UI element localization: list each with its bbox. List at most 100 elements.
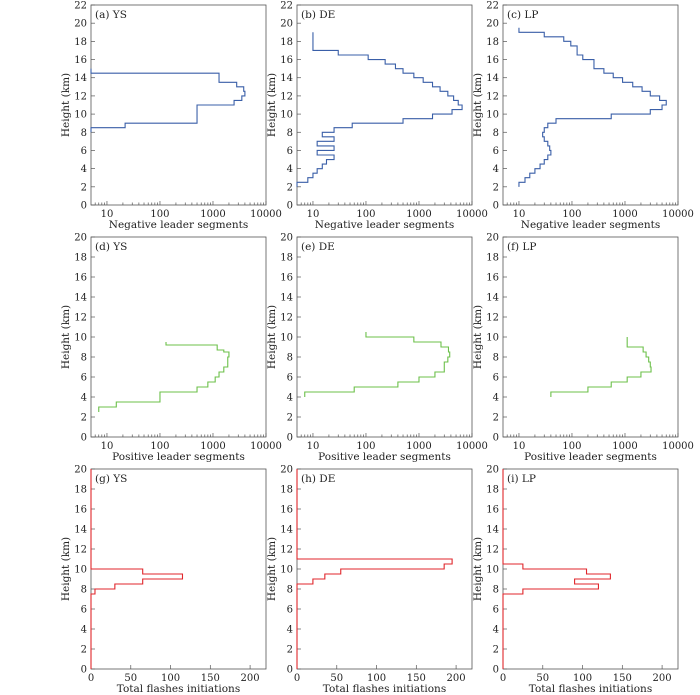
- x-tick-label: 10000: [250, 441, 282, 452]
- y-tick-label: 10: [486, 333, 499, 344]
- y-tick-label: 16: [280, 505, 293, 516]
- panel-label: (e) DE: [301, 241, 335, 253]
- y-tick-label: 20: [74, 19, 87, 30]
- y-tick-label: 12: [74, 91, 87, 102]
- y-axis-label: Height (km): [266, 305, 278, 369]
- y-tick-label: 0: [81, 201, 87, 212]
- y-tick-label: 2: [81, 413, 87, 424]
- x-tick-label: 100: [356, 441, 375, 452]
- y-tick-label: 16: [74, 273, 87, 284]
- x-tick-label: 50: [330, 673, 343, 684]
- y-axis-label: Height (km): [266, 537, 278, 601]
- profile-line-positive: [550, 337, 652, 397]
- y-tick-label: 22: [280, 1, 293, 12]
- x-tick-label: 200: [241, 673, 260, 684]
- panel-label: (i) LP: [507, 473, 536, 485]
- panel-label: (b) DE: [301, 9, 335, 21]
- x-tick-label: 10000: [662, 441, 694, 452]
- panel-label: (a) YS: [95, 9, 127, 21]
- y-tick-label: 20: [280, 465, 293, 476]
- y-tick-label: 22: [486, 1, 499, 12]
- y-tick-label: 8: [493, 353, 499, 364]
- x-tick-label: 200: [447, 673, 466, 684]
- y-tick-label: 0: [287, 665, 293, 676]
- y-tick-label: 20: [280, 233, 293, 244]
- y-tick-label: 0: [287, 201, 293, 212]
- y-tick-label: 10: [74, 565, 87, 576]
- y-axis-label: Height (km): [60, 305, 72, 369]
- y-tick-label: 18: [486, 253, 499, 264]
- x-axis-label: Positive leader segments: [318, 451, 451, 463]
- y-tick-label: 6: [287, 146, 293, 157]
- x-axis-label: Total flashes initiations: [529, 683, 652, 695]
- y-tick-label: 12: [486, 313, 499, 324]
- x-tick-label: 0: [294, 673, 300, 684]
- x-tick-label: 10000: [662, 209, 694, 220]
- x-tick-label: 100: [562, 441, 581, 452]
- y-tick-label: 12: [74, 545, 87, 556]
- x-tick-label: 1000: [612, 209, 637, 220]
- y-tick-label: 6: [287, 605, 293, 616]
- panel-label: (c) LP: [507, 9, 538, 21]
- y-tick-label: 16: [486, 55, 499, 66]
- y-axis-label: Height (km): [472, 73, 484, 137]
- y-tick-label: 12: [280, 545, 293, 556]
- y-tick-label: 2: [493, 645, 499, 656]
- y-tick-label: 16: [280, 273, 293, 284]
- panel-label: (d) YS: [95, 241, 127, 253]
- panel-5: 0 2 4 6 8 10 12 14 16 18 20 10 100 1000 10000 Positive …: [266, 233, 488, 464]
- x-tick-label: 1000: [612, 441, 637, 452]
- x-axis-label: Positive leader segments: [524, 451, 657, 463]
- y-tick-label: 20: [74, 233, 87, 244]
- y-tick-label: 18: [280, 253, 293, 264]
- panel-3: 0 2 4 6 8 10 12 14 16 18 20 22 10 100 1000 10000Negativ…: [472, 1, 694, 232]
- panel-1: 0 2 4 6 8 10 12 14 16 18 20 22 10 100 1000 10000Negativ…: [60, 1, 282, 232]
- y-tick-label: 2: [81, 182, 87, 193]
- x-tick-label: 10: [307, 441, 320, 452]
- profile-line-negative: [296, 32, 463, 187]
- x-tick-label: 50: [536, 673, 549, 684]
- y-tick-label: 4: [81, 164, 87, 175]
- profile-line-positive: [98, 342, 230, 412]
- y-tick-label: 0: [493, 201, 499, 212]
- y-tick-label: 4: [493, 625, 499, 636]
- y-tick-label: 14: [280, 293, 293, 304]
- plot-frame: [296, 4, 473, 206]
- x-tick-label: 1000: [200, 441, 225, 452]
- x-tick-label: 100: [573, 673, 592, 684]
- panel-4: 0 2 4 6 8 10 12 14 16 18 20 10 100 1000 10000 Positive …: [60, 233, 282, 464]
- y-tick-label: 10: [486, 110, 499, 121]
- y-tick-label: 6: [81, 605, 87, 616]
- y-tick-label: 2: [287, 413, 293, 424]
- x-tick-label: 1000: [406, 209, 431, 220]
- x-tick-label: 100: [161, 673, 180, 684]
- profile-line-negative: [90, 68, 246, 133]
- y-tick-label: 14: [486, 293, 499, 304]
- x-axis-label: Positive leader segments: [112, 451, 245, 463]
- y-tick-label: 4: [493, 393, 499, 404]
- y-tick-label: 16: [486, 505, 499, 516]
- y-tick-label: 8: [81, 128, 87, 139]
- y-tick-label: 8: [287, 128, 293, 139]
- y-tick-label: 14: [486, 73, 499, 84]
- x-tick-label: 100: [150, 209, 169, 220]
- x-tick-label: 10: [101, 441, 114, 452]
- y-tick-label: 10: [280, 333, 293, 344]
- profile-line-positive: [304, 332, 451, 397]
- y-axis-label: Height (km): [60, 537, 72, 601]
- y-tick-label: 8: [81, 585, 87, 596]
- y-tick-label: 16: [74, 505, 87, 516]
- x-tick-label: 1000: [406, 441, 431, 452]
- y-tick-label: 16: [486, 273, 499, 284]
- y-tick-label: 2: [287, 645, 293, 656]
- y-tick-label: 0: [81, 433, 87, 444]
- y-tick-label: 4: [287, 625, 293, 636]
- y-tick-label: 14: [74, 525, 87, 536]
- x-tick-label: 10000: [250, 209, 282, 220]
- y-axis-label: Height (km): [472, 305, 484, 369]
- plot-frame: [90, 236, 267, 438]
- y-tick-label: 8: [287, 353, 293, 364]
- y-tick-label: 8: [493, 128, 499, 139]
